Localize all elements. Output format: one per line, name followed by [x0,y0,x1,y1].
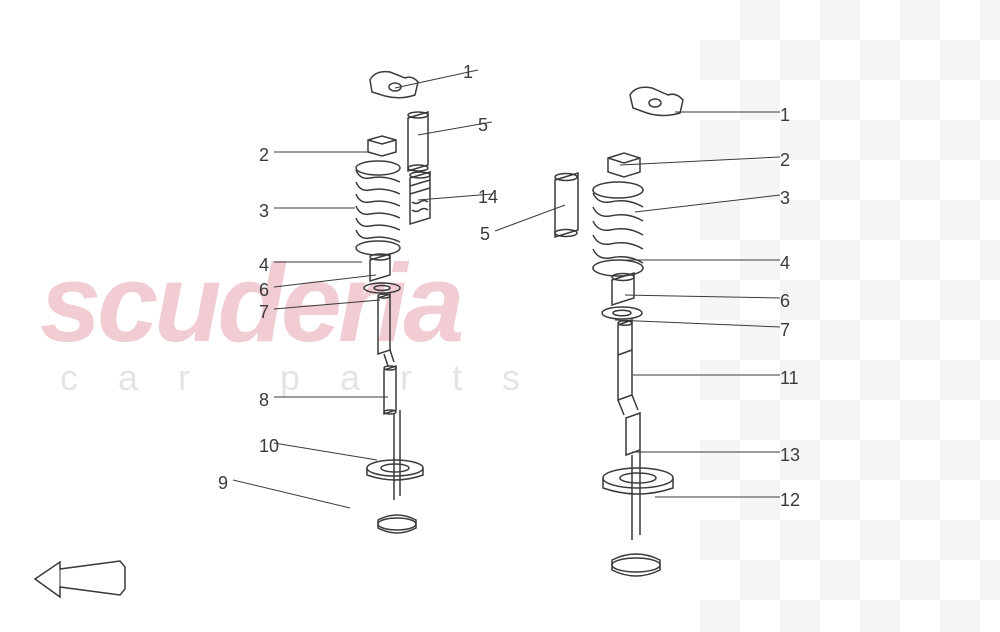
callout-label: 3 [780,188,790,209]
callout-label: 5 [480,224,490,245]
callout-label: 13 [780,445,800,466]
callout-label: 10 [259,436,279,457]
direction-arrow-icon [30,557,130,602]
callout-label: 7 [780,320,790,341]
callout-label: 2 [780,150,790,171]
parts-diagram [0,0,1000,632]
callout-label: 5 [478,115,488,136]
callout-label: 7 [259,302,269,323]
callout-label: 8 [259,390,269,411]
callout-label: 4 [780,253,790,274]
callout-label: 9 [218,473,228,494]
callout-label: 6 [259,280,269,301]
callout-label: 3 [259,201,269,222]
callout-label: 1 [463,62,473,83]
callout-label: 14 [478,187,498,208]
callout-label: 2 [259,145,269,166]
callout-label: 12 [780,490,800,511]
callout-label: 6 [780,291,790,312]
callout-label: 1 [780,105,790,126]
callout-label: 11 [780,368,799,389]
callout-label: 4 [259,255,269,276]
